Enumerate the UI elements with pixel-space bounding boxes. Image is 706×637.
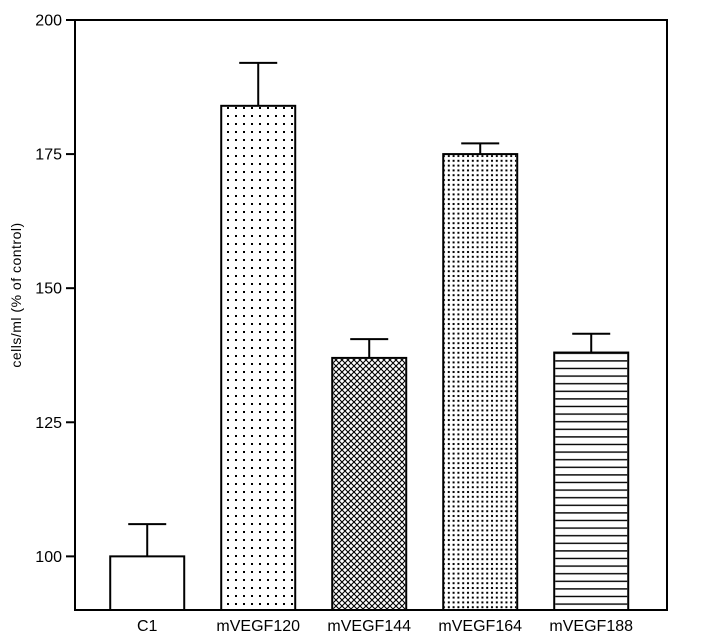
x-category-label: mVEGF188 — [549, 618, 633, 635]
y-tick-label: 200 — [35, 13, 62, 30]
x-category-label: mVEGF144 — [327, 618, 411, 635]
y-axis-title-text: cells/ml (% of control) — [8, 222, 24, 368]
bar-pattern-dots-sparse — [222, 106, 295, 610]
bar — [109, 555, 186, 612]
bar-group-mvegf120 — [220, 61, 297, 612]
bar-group-c1 — [109, 523, 186, 612]
bar-group-mvegf144 — [331, 338, 408, 611]
bar-pattern-crosshatch — [333, 358, 406, 609]
bar-group-mvegf164 — [442, 142, 519, 611]
bar-group-mvegf188 — [553, 332, 630, 611]
y-tick-label: 100 — [35, 549, 62, 566]
x-category-label: mVEGF164 — [438, 618, 522, 635]
x-category-label: C1 — [137, 618, 158, 635]
y-tick-label: 150 — [35, 281, 62, 298]
y-tick-label: 125 — [35, 415, 62, 432]
y-tick-label: 175 — [35, 147, 62, 164]
x-category-label: mVEGF120 — [216, 618, 300, 635]
bar-pattern-dots-dense — [444, 155, 517, 609]
bar-pattern-hlines — [555, 353, 628, 609]
plot-frame — [74, 19, 668, 611]
